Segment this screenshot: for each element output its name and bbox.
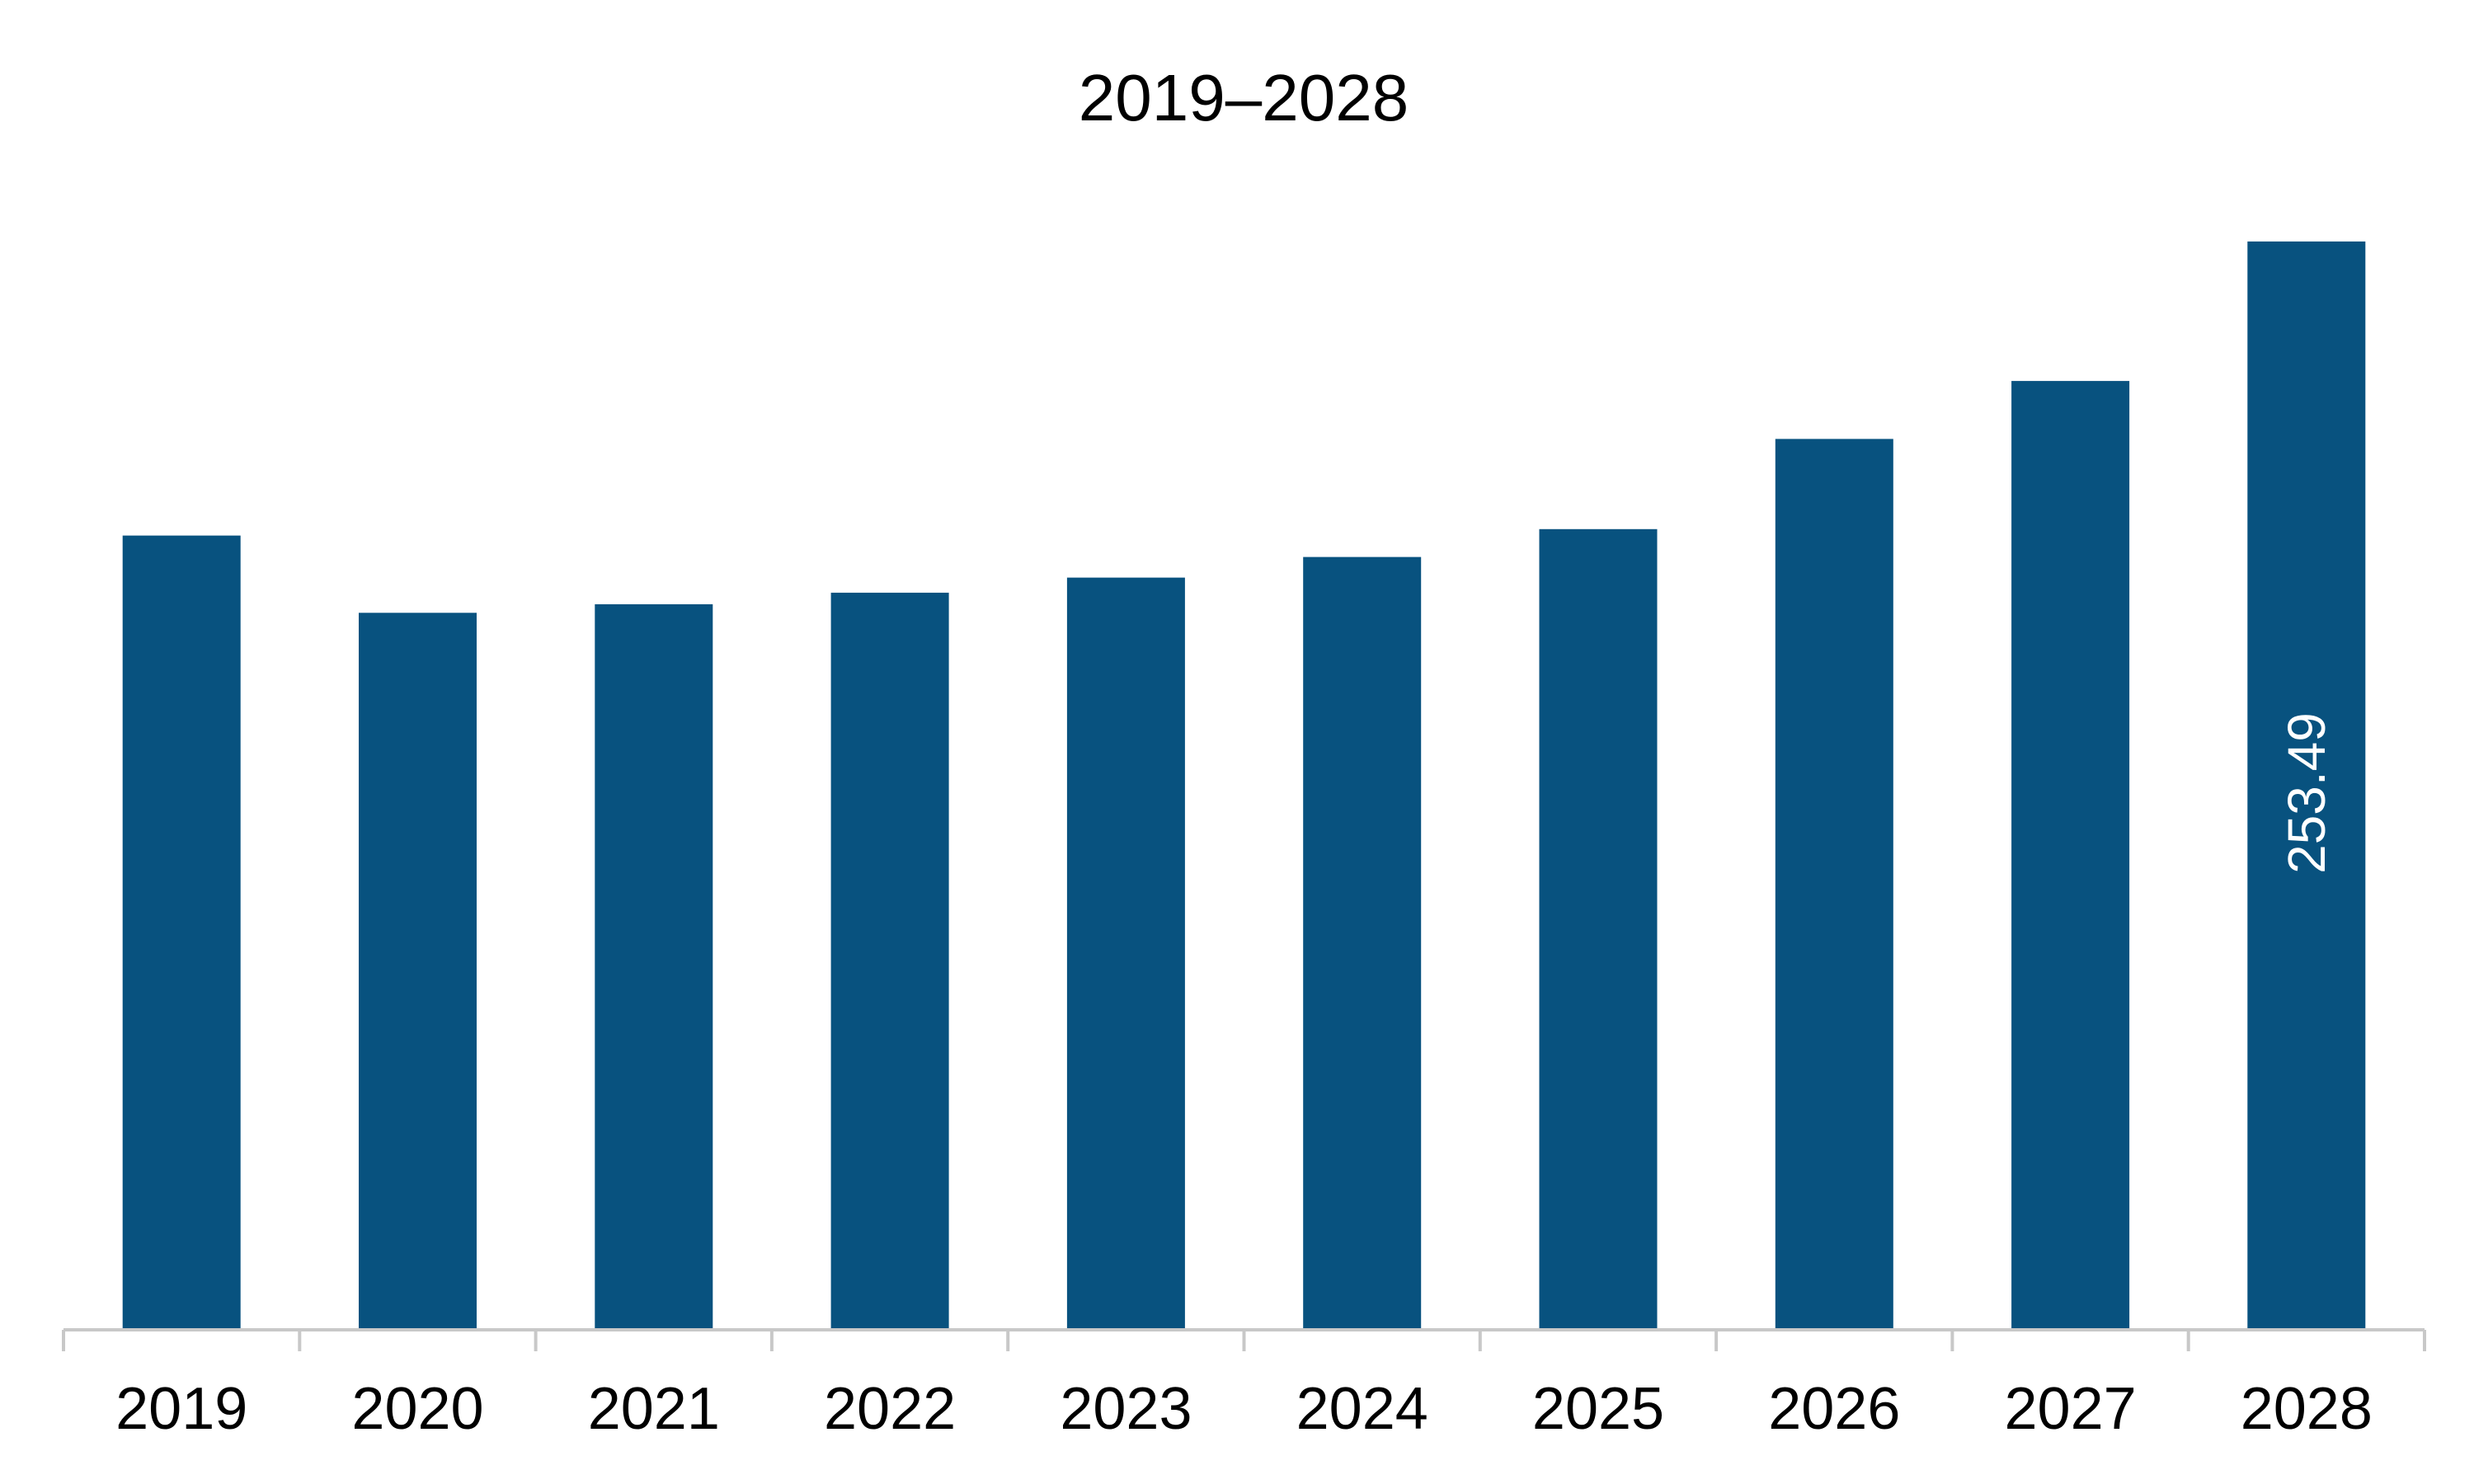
x-tick-label-2025: 2025 bbox=[1532, 1376, 1664, 1442]
x-tick-label-2027: 2027 bbox=[2005, 1376, 2137, 1442]
x-tick-label-2024: 2024 bbox=[1296, 1376, 1428, 1442]
chart-title: 2019–2028 bbox=[1079, 61, 1409, 134]
data-label-2028: 253.49 bbox=[2277, 712, 2336, 874]
x-tick-label-2028: 2028 bbox=[2241, 1376, 2373, 1442]
x-axis: 2019 2020 2021 2022 2023 2024 2025 2026 2027 2028 bbox=[62, 1328, 2426, 1442]
bar-2022 bbox=[830, 592, 949, 1330]
bar-2021 bbox=[595, 603, 713, 1330]
bar-2025 bbox=[1539, 528, 1658, 1330]
bar-2024 bbox=[1303, 556, 1422, 1330]
bar-2026 bbox=[1775, 439, 1893, 1330]
x-tick-label-2021: 2021 bbox=[588, 1376, 720, 1442]
bars-layer bbox=[122, 241, 2366, 1331]
x-tick-label-2019: 2019 bbox=[115, 1376, 247, 1442]
bar-2028 bbox=[2247, 241, 2366, 1330]
bar-2027 bbox=[2011, 381, 2130, 1331]
x-tick-label-2020: 2020 bbox=[351, 1376, 483, 1442]
x-tick-label-2026: 2026 bbox=[1768, 1376, 1900, 1442]
bar-2023 bbox=[1066, 577, 1185, 1330]
data-labels-layer: 253.49 bbox=[2277, 712, 2336, 874]
bar-2019 bbox=[122, 535, 241, 1330]
bar-2020 bbox=[359, 613, 477, 1330]
x-tick-label-2023: 2023 bbox=[1060, 1376, 1192, 1442]
x-tick-label-2022: 2022 bbox=[824, 1376, 956, 1442]
